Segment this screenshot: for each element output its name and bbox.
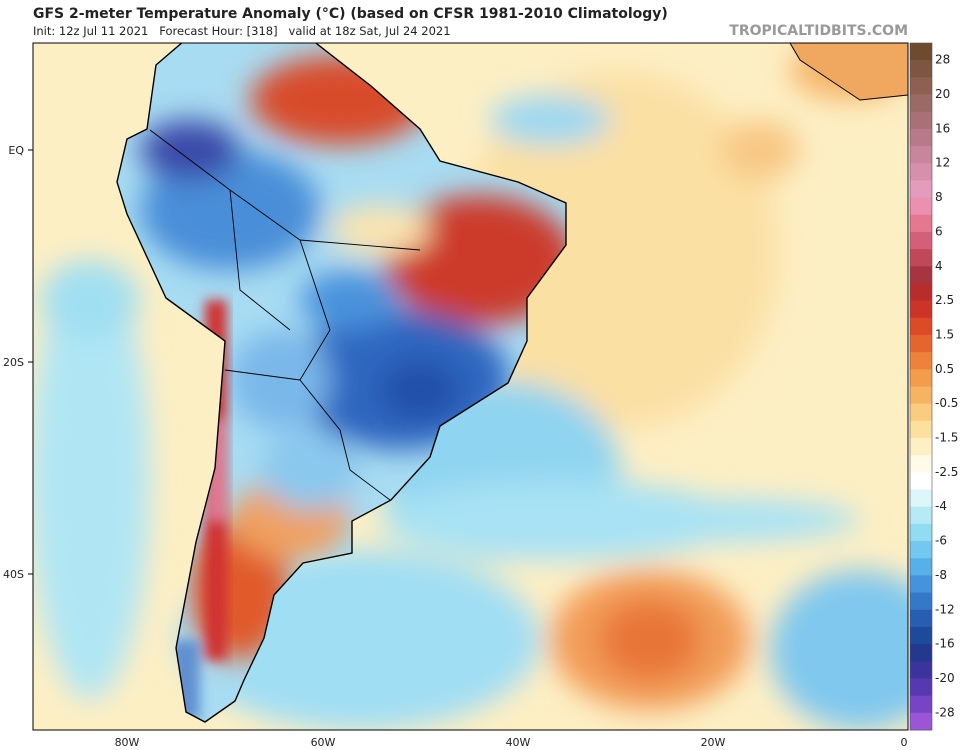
site-name: TROPICALTIDBITS.COM bbox=[729, 23, 908, 39]
latitude-labels: EQ 20S 40S bbox=[3, 144, 33, 581]
colorbar-segment bbox=[910, 214, 932, 233]
longitude-labels: 80W 60W 40W 20W 0 bbox=[115, 736, 908, 749]
colorbar-label: -8 bbox=[935, 568, 947, 582]
lat-label: EQ bbox=[8, 144, 24, 157]
colorbar-segment bbox=[910, 489, 932, 508]
colorbar-segment bbox=[910, 266, 932, 284]
colorbar-segment bbox=[910, 60, 932, 78]
colorbar-segment bbox=[910, 386, 932, 405]
colorbar-label: -28 bbox=[935, 705, 955, 719]
colorbar-label: 8 bbox=[935, 190, 943, 204]
colorbar-segment bbox=[910, 403, 932, 422]
colorbar-segment bbox=[910, 558, 932, 576]
colorbar: 28 20 16 12 8 6 4 2.5 1.5 0.5 -0.5 -1.5 -2.5 -4 -6 -8 -1… bbox=[909, 42, 958, 731]
colorbar-segment bbox=[910, 128, 932, 147]
colorbar-segment bbox=[910, 626, 932, 645]
colorbar-label: 1.5 bbox=[935, 327, 954, 341]
colorbar-segment bbox=[910, 592, 932, 611]
map-frame bbox=[32, 42, 909, 731]
colorbar-label: -0.5 bbox=[935, 396, 958, 410]
africa-coast bbox=[789, 43, 908, 101]
colorbar-segment bbox=[910, 146, 932, 164]
colorbar-segment bbox=[910, 249, 932, 267]
lon-label: 80W bbox=[115, 736, 140, 749]
colorbar-label: -2.5 bbox=[935, 465, 958, 479]
colorbar-segment bbox=[910, 455, 932, 473]
borders bbox=[149, 129, 421, 501]
colorbar-segment bbox=[910, 317, 932, 336]
colorbar-segment bbox=[910, 438, 932, 456]
colorbar-segment bbox=[910, 678, 932, 697]
colorbar-segment bbox=[910, 523, 932, 542]
colorbar-label: 0.5 bbox=[935, 362, 954, 376]
colorbar-segment bbox=[910, 369, 932, 387]
colorbar-label: -20 bbox=[935, 671, 955, 685]
colorbar-label: 2.5 bbox=[935, 293, 954, 307]
colorbar-segment bbox=[910, 43, 932, 61]
colorbar-label: -1.5 bbox=[935, 431, 958, 445]
colorbar-segment bbox=[910, 712, 932, 731]
colorbar-segment bbox=[910, 231, 932, 250]
lon-label: 40W bbox=[506, 736, 531, 749]
colorbar-segment bbox=[910, 94, 932, 113]
colorbar-segment bbox=[910, 695, 932, 714]
colorbar-label: 4 bbox=[935, 259, 943, 273]
lon-label: 0 bbox=[901, 736, 908, 749]
colorbar-label: -4 bbox=[935, 499, 947, 513]
colorbar-segment bbox=[910, 575, 932, 594]
colorbar-frame bbox=[909, 42, 933, 731]
colorbar-segment bbox=[910, 334, 932, 353]
title: GFS 2-meter Temperature Anomaly (°C) (ba… bbox=[33, 6, 668, 22]
colorbar-label: -12 bbox=[935, 602, 955, 616]
lon-label: 20W bbox=[701, 736, 726, 749]
colorbar-segment bbox=[910, 609, 932, 628]
colorbar-segment bbox=[910, 283, 932, 302]
colorbar-segment bbox=[910, 352, 932, 370]
colorbar-segment bbox=[910, 420, 932, 439]
colorbar-segment bbox=[910, 163, 932, 181]
map bbox=[33, 43, 908, 730]
lon-label: 60W bbox=[311, 736, 336, 749]
subtitle: Init: 12z Jul 11 2021 Forecast Hour: [31… bbox=[33, 24, 451, 38]
lat-label: 20S bbox=[3, 356, 24, 369]
colorbar-label: 12 bbox=[935, 156, 950, 170]
colorbar-label: -6 bbox=[935, 534, 947, 548]
colorbar-label: 6 bbox=[935, 224, 943, 238]
colorbar-segment bbox=[910, 300, 932, 319]
coastline bbox=[116, 43, 567, 723]
colorbar-segment bbox=[910, 180, 932, 199]
colorbar-segment bbox=[910, 77, 932, 96]
colorbar-label: 16 bbox=[935, 121, 950, 135]
colorbar-label: -16 bbox=[935, 637, 955, 651]
lat-label: 40S bbox=[3, 568, 24, 581]
colorbar-label: 28 bbox=[935, 53, 950, 67]
colorbar-segment bbox=[910, 644, 932, 662]
colorbar-segment bbox=[910, 541, 932, 559]
colorbar-segment bbox=[910, 661, 932, 679]
colorbar-segment bbox=[910, 472, 932, 491]
colorbar-segment bbox=[910, 111, 932, 130]
colorbar-label: 20 bbox=[935, 87, 950, 101]
colorbar-segment bbox=[910, 197, 932, 216]
colorbar-segment bbox=[910, 506, 932, 525]
